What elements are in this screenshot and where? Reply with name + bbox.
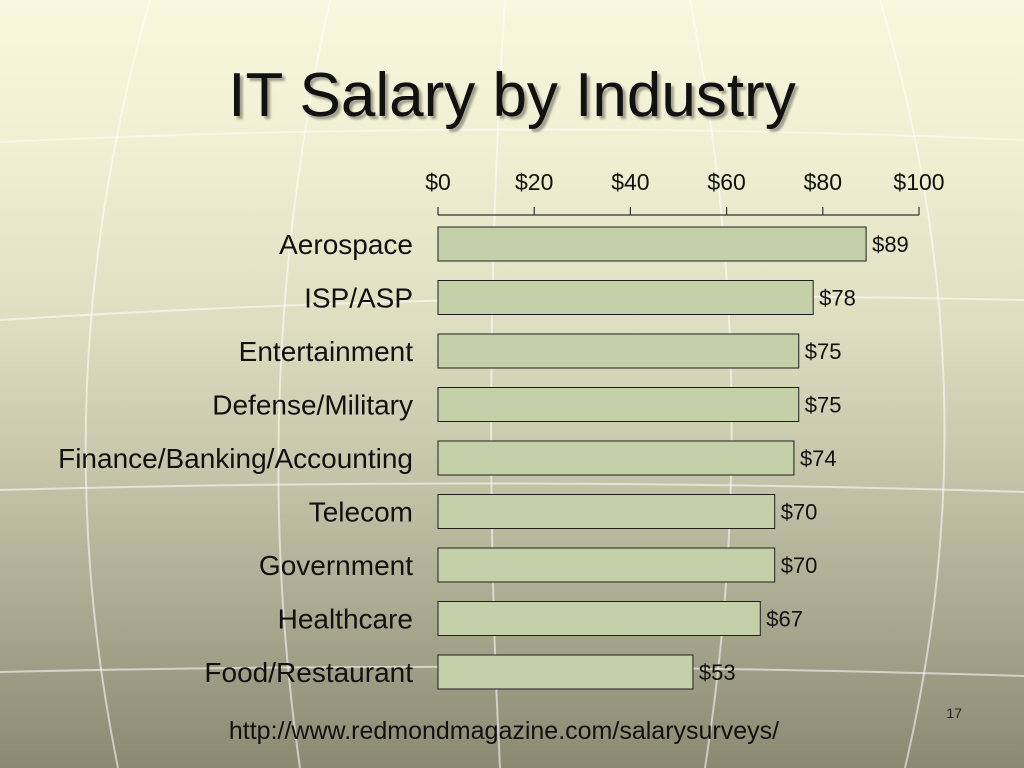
category-label-healthcare: Healthcare <box>278 604 413 635</box>
data-label-isp-asp: $78 <box>819 286 856 311</box>
bar-entertainment <box>437 333 800 369</box>
category-label-food-restaurant: Food/Restaurant <box>204 657 413 688</box>
bar-aerospace <box>437 226 867 262</box>
data-label-defense-military: $75 <box>805 393 842 418</box>
category-label-aerospace: Aerospace <box>279 229 413 260</box>
data-label-finance-banking-accounting: $74 <box>800 446 837 471</box>
x-tick-label: $80 <box>804 169 842 195</box>
x-tick-label: $40 <box>611 169 649 195</box>
source-url: http://www.redmondmagazine.com/salarysur… <box>228 717 780 745</box>
category-label-government: Government <box>259 550 413 581</box>
bar-food-restaurant <box>437 654 694 690</box>
bar-healthcare <box>437 601 761 636</box>
bar-government <box>437 547 776 583</box>
bar-finance-banking-accounting <box>437 440 795 476</box>
bar-defense-military <box>437 387 800 422</box>
bar-telecom <box>437 494 776 529</box>
x-tick-label: $20 <box>515 169 553 195</box>
x-tick-label: $60 <box>707 169 745 195</box>
category-label-telecom: Telecom <box>309 497 413 528</box>
x-tick-label: $0 <box>425 169 451 195</box>
data-label-telecom: $70 <box>781 500 818 525</box>
category-label-defense-military: Defense/Military <box>212 390 413 421</box>
data-label-aerospace: $89 <box>872 232 909 257</box>
category-label-entertainment: Entertainment <box>239 336 414 367</box>
data-label-healthcare: $67 <box>766 607 803 632</box>
category-label-finance-banking-accounting: Finance/Banking/Accounting <box>58 443 413 474</box>
bar-isp-asp <box>437 280 814 315</box>
x-tick-label: $100 <box>893 169 944 195</box>
slide-title: IT Salary by Industry <box>228 61 796 130</box>
slide-number: 17 <box>946 705 962 721</box>
category-label-isp-asp: ISP/ASP <box>304 283 413 314</box>
data-label-food-restaurant: $53 <box>699 660 736 685</box>
data-label-entertainment: $75 <box>805 339 842 364</box>
data-label-government: $70 <box>781 553 818 578</box>
